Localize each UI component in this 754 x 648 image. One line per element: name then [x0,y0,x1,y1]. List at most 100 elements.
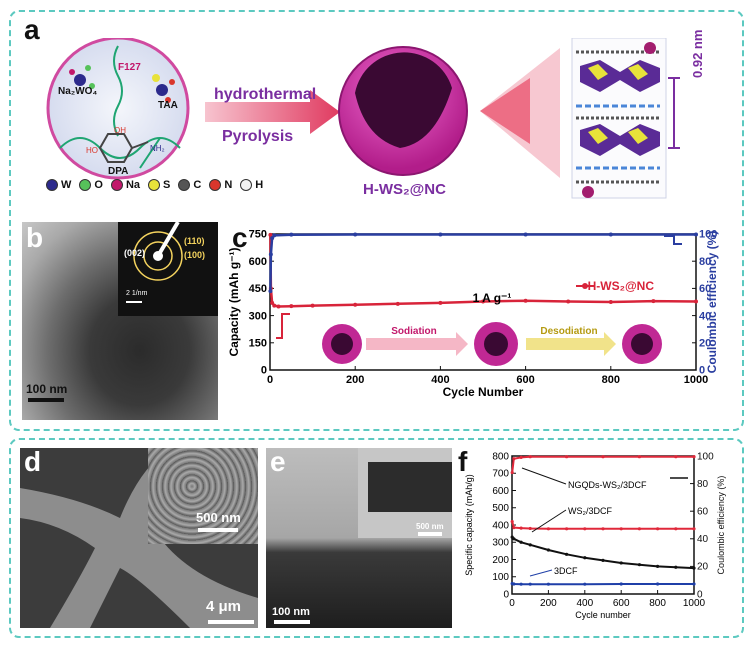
panel-e-inset-scale-text: 500 nm [416,522,444,531]
dpa-label: DPA [108,166,129,177]
series-point-0 [289,304,294,309]
series-point-0 [438,300,443,305]
atom-legend: W O Na S C N H [46,179,263,191]
y2-tick-label: 20 [697,562,709,573]
series-point-0 [583,527,587,531]
series-point-0 [546,527,550,531]
x-axis-label: Cycle number [575,610,631,620]
series-point-0 [272,303,277,308]
oh-label: OH [114,126,126,135]
panel-a-label: a [24,14,40,45]
annotation-ngqds: NGQDs-WS₂/3DCF [568,480,647,490]
x-tick-label: 0 [509,598,515,609]
panel-b-scalebar [28,398,64,402]
series-point-1 [608,232,613,237]
annotation-ws2-arrow [531,509,567,533]
saed-inset: (110) (100) (002) 2 1/nm [118,222,218,316]
legend-item-o: O [79,179,103,191]
y2-tick-label: 60 [697,507,709,518]
legend-item-na: Na [110,179,140,191]
series-point-0 [565,527,569,531]
y2-tick-label: 40 [699,310,711,322]
x-tick-label: 200 [540,598,557,609]
legend-item-c: C [178,179,201,191]
series-point-0 [519,526,523,530]
y2-tick-label: 100 [699,229,717,241]
rate-label: 1 A g⁻¹ [473,291,512,305]
top-frame [9,10,744,431]
panel-d-inset-scalebar [198,528,238,532]
series-point-1 [565,552,569,556]
series-point-0 [692,527,696,531]
y2-tick-label: 40 [697,534,709,545]
panel-e-tem-image: 500 nm 100 nm [266,448,452,628]
legend-marker-h-ws2-nc [582,283,588,289]
series-point-1 [694,232,698,237]
series-point-2 [583,582,587,586]
panel-c-chart: 0 200 400 600 800 100001503004506007500204060… [227,229,719,399]
y2-axis-label: Coulombic efficiency (%) [705,231,719,374]
panel-f-label: f [458,446,468,477]
y-tick-label: 300 [492,538,509,549]
series-point-2 [692,582,696,586]
y-tick-label: 600 [249,256,267,268]
product-label: H-WS₂@NC [363,181,446,198]
series-point-2 [512,582,516,586]
sodiation-arrow [366,332,468,356]
series-point-0 [353,302,358,307]
legend-item-s: S [148,179,170,191]
legend-item-h: H [240,179,263,191]
series-point-1 [523,232,528,237]
series-point-1 [438,232,443,237]
y-tick-label: 400 [492,520,509,531]
series-point-0 [481,299,485,304]
panel-e-scale-text: 100 nm [272,606,310,618]
series-point-1 [656,564,660,568]
series-point-2 [519,582,523,586]
saed-plane-110: (110) [184,236,205,246]
panel-d-sem-image: 500 nm 4 μm [20,448,258,628]
panel-d-inset-scale-text: 500 nm [196,510,241,525]
series-point-3 [637,455,641,459]
series-point-0 [694,299,698,304]
series-point-0 [674,527,678,531]
sphere-after-core [631,333,653,355]
y-tick-label: 100 [492,572,509,583]
sodiation-label: Sodiation [391,326,437,337]
y-tick-label: 750 [249,229,267,241]
series-line-1 [511,536,695,570]
series-point-3 [692,455,696,459]
series-point-0 [510,519,514,524]
series-point-1 [289,232,294,237]
interlayer-label: 0.92 nm [690,29,705,78]
series-point-0 [651,299,656,304]
series-point-2 [546,582,550,586]
panel-e-scalebar [274,620,310,624]
y-axis-label: Specific capacity (mAh/g) [464,474,474,576]
capacity-arrow [276,313,290,339]
y2-tick-label: 100 [697,451,714,462]
series-point-1 [268,289,273,294]
series-point-1 [270,236,275,241]
y-tick-label: 800 [492,451,509,462]
y2-tick-label: 20 [699,337,711,349]
process-arrow [205,90,340,134]
legend-item-w: W [46,179,71,191]
panel-a-schematic [46,38,680,199]
y-tick-label: 0 [503,589,509,600]
series-point-0 [656,527,660,531]
series-point-1 [519,540,523,544]
bottom-frame [9,438,744,638]
x-tick-label: 1000 [684,374,708,386]
y-tick-label: 0 [261,365,267,377]
legend-h-ws2-nc: H-WS₂@NC [588,279,655,293]
layer-stack [576,50,660,184]
panel-d-scalebar [208,620,254,624]
nh2-label: NH₂ [150,144,165,153]
f127-label: F127 [118,62,141,73]
series-line-1 [269,233,696,292]
ho-label: HO [86,146,98,155]
x-tick-label: 200 [346,374,364,386]
desodiation-arrow [526,332,616,356]
series-point-1 [268,252,273,257]
